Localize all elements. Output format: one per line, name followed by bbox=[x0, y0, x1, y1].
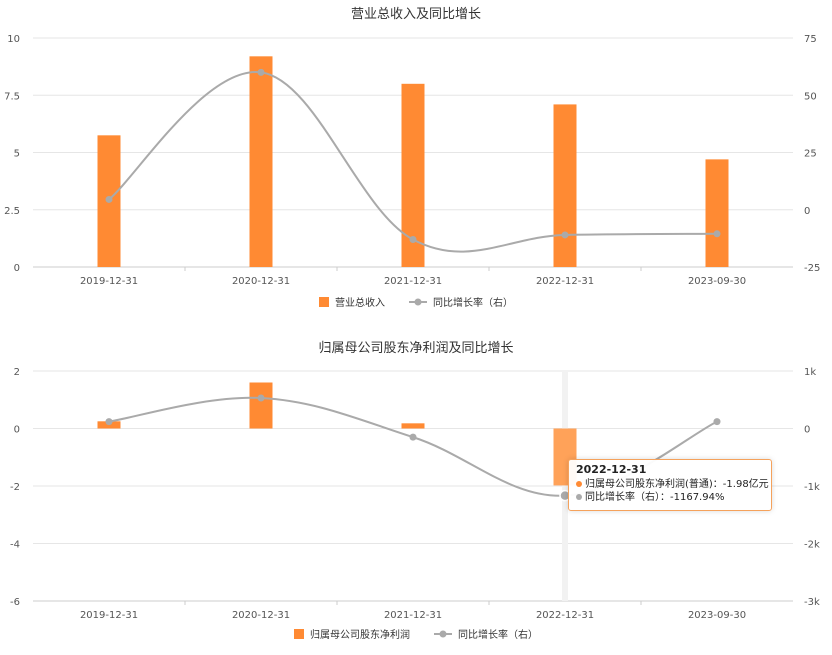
chart2-legend-bar-swatch bbox=[294, 629, 304, 639]
chart2-bar bbox=[401, 423, 425, 429]
chart2-ytick-right: 1k bbox=[804, 367, 816, 378]
chart2-xtick-label: 2019-12-31 bbox=[80, 610, 138, 621]
chart1-line-point bbox=[561, 231, 569, 239]
tooltip-date: 2022-12-31 bbox=[576, 463, 647, 476]
chart2-legend-line-marker bbox=[439, 630, 447, 638]
chart2-hover-band bbox=[562, 371, 568, 601]
chart2-ytick-left: 0 bbox=[14, 425, 20, 436]
chart1-line-point bbox=[257, 68, 265, 76]
chart2-ytick-right: -1k bbox=[804, 482, 820, 493]
chart1-legend-bar-swatch bbox=[319, 297, 329, 307]
chart1-xtick-label: 2022-12-31 bbox=[536, 276, 594, 287]
chart2-legend-line-label: 同比增长率（右） bbox=[458, 628, 538, 641]
chart1-legend-line-marker bbox=[414, 298, 422, 306]
chart2-line-point bbox=[409, 433, 417, 441]
chart1-xtick-label: 2020-12-31 bbox=[232, 276, 290, 287]
chart2-line-point bbox=[257, 394, 265, 402]
chart1-line-point bbox=[409, 236, 417, 244]
tooltip-line1: 归属母公司股东净利润(普通)：-1.98亿元 bbox=[585, 479, 769, 490]
chart1-bar bbox=[401, 83, 425, 267]
chart1-line-point bbox=[713, 230, 721, 238]
chart1-xtick-label: 2019-12-31 bbox=[80, 276, 138, 287]
tooltip-line-dot bbox=[576, 494, 582, 500]
chart2-xtick-label: 2023-09-30 bbox=[688, 610, 746, 621]
chart2-xtick-label: 2020-12-31 bbox=[232, 610, 290, 621]
chart2-ytick-left: -2 bbox=[10, 482, 20, 493]
chart2-xtick-label: 2022-12-31 bbox=[536, 610, 594, 621]
chart1-ytick-left: 0 bbox=[14, 263, 20, 274]
chart2-line-point bbox=[713, 418, 721, 426]
chart1-legend-line-label: 同比增长率（右） bbox=[433, 296, 513, 309]
chart2-title: 归属母公司股东净利润及同比增长 bbox=[318, 341, 513, 356]
chart1-ytick-left: 10 bbox=[7, 34, 20, 45]
tooltip-line2: 同比增长率（右）：-1167.94% bbox=[585, 492, 725, 503]
tooltip-bar-dot bbox=[576, 481, 582, 487]
chart1-ytick-right: -25 bbox=[804, 263, 820, 274]
chart1-ytick-right: 50 bbox=[804, 91, 817, 102]
chart1-bar bbox=[249, 56, 273, 267]
chart2-ytick-right: -3k bbox=[804, 597, 820, 608]
chart1-legend-bar-label: 营业总收入 bbox=[335, 296, 385, 309]
chart1-ytick-left: 5 bbox=[14, 149, 20, 160]
chart2-ytick-left: -4 bbox=[10, 540, 20, 551]
chart1-line bbox=[108, 71, 718, 253]
chart2-line-point bbox=[105, 418, 113, 426]
chart1-title: 营业总收入及同比增长 bbox=[351, 7, 481, 22]
chart2-ytick-right: -2k bbox=[804, 540, 820, 551]
chart1-ytick-right: 25 bbox=[804, 149, 817, 160]
chart1-ytick-left: 7.5 bbox=[4, 91, 20, 102]
chart2-xtick-label: 2021-12-31 bbox=[384, 610, 442, 621]
chart2-legend-bar-label: 归属母公司股东净利润 bbox=[310, 628, 410, 641]
chart2-ytick-right: 0 bbox=[804, 425, 810, 436]
chart2-ytick-left: -6 bbox=[10, 597, 20, 608]
chart1-ytick-right: 75 bbox=[804, 34, 817, 45]
chart2-ytick-left: 2 bbox=[14, 367, 20, 378]
chart1-bar bbox=[553, 104, 577, 267]
chart2-bar bbox=[249, 382, 273, 429]
chart1-xtick-label: 2021-12-31 bbox=[384, 276, 442, 287]
chart1-bar bbox=[705, 159, 729, 267]
chart2-tooltip: 2022-12-31 归属母公司股东净利润(普通)：-1.98亿元 同比增长率（… bbox=[568, 459, 772, 511]
chart1-line-point bbox=[105, 195, 113, 203]
chart1-ytick-left: 2.5 bbox=[4, 206, 20, 217]
chart1-xtick-label: 2023-09-30 bbox=[688, 276, 746, 287]
chart1-ytick-right: 0 bbox=[804, 206, 810, 217]
